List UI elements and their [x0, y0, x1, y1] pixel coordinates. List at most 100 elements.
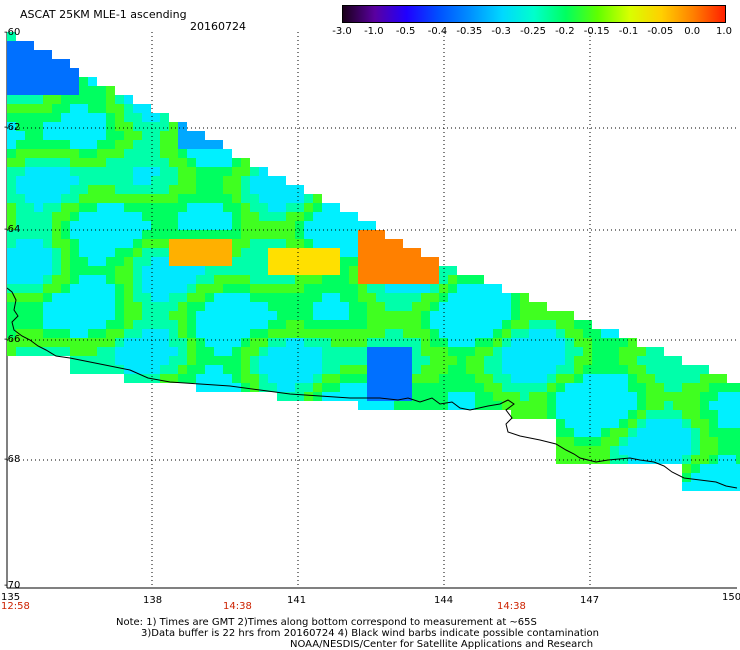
wind-cell: [565, 320, 574, 329]
wind-cell: [277, 239, 286, 248]
wind-cell: [349, 392, 358, 401]
wind-cell: [322, 230, 331, 239]
wind-cell: [124, 329, 133, 338]
wind-cell: [682, 410, 691, 419]
wind-cell: [115, 113, 124, 122]
wind-cell: [475, 338, 484, 347]
wind-cell: [214, 347, 223, 356]
wind-cell: [448, 266, 457, 275]
wind-cell: [538, 347, 547, 356]
wind-cell: [367, 275, 376, 284]
wind-cell: [142, 230, 151, 239]
wind-cell: [736, 446, 740, 455]
wind-cell: [250, 284, 259, 293]
wind-cell: [637, 446, 646, 455]
wind-cell: [70, 293, 79, 302]
wind-cell: [70, 113, 79, 122]
wind-cell: [106, 122, 115, 131]
wind-cell: [277, 185, 286, 194]
wind-cell: [205, 140, 214, 149]
wind-cell: [115, 104, 124, 113]
wind-cell: [115, 149, 124, 158]
wind-cell: [79, 365, 88, 374]
wind-cell: [160, 338, 169, 347]
wind-cell: [187, 203, 196, 212]
wind-cell: [259, 338, 268, 347]
wind-cell: [277, 266, 286, 275]
wind-cell: [88, 176, 97, 185]
wind-cell: [583, 320, 592, 329]
wind-cell: [106, 212, 115, 221]
wind-cell: [232, 185, 241, 194]
wind-cell: [511, 302, 520, 311]
wind-cell: [331, 383, 340, 392]
wind-cell: [466, 293, 475, 302]
wind-cell: [133, 194, 142, 203]
wind-cell: [106, 248, 115, 257]
wind-cell: [412, 365, 421, 374]
wind-cell: [493, 311, 502, 320]
wind-cell: [241, 338, 250, 347]
wind-cell: [277, 176, 286, 185]
wind-cell: [367, 392, 376, 401]
wind-cell: [43, 329, 52, 338]
wind-cell: [466, 392, 475, 401]
wind-cell: [178, 149, 187, 158]
wind-cell: [286, 356, 295, 365]
colorbar-tick-label: 0.0: [684, 26, 701, 37]
wind-cell: [268, 329, 277, 338]
wind-cell: [241, 275, 250, 284]
wind-cell: [133, 176, 142, 185]
wind-cell: [16, 221, 25, 230]
wind-cell: [124, 122, 133, 131]
wind-cell: [79, 77, 88, 86]
wind-cell: [178, 374, 187, 383]
wind-cell: [97, 311, 106, 320]
wind-cell: [475, 275, 484, 284]
wind-cell: [592, 446, 601, 455]
wind-cell: [142, 266, 151, 275]
wind-cell: [718, 482, 727, 491]
wind-cell: [88, 311, 97, 320]
wind-cell: [7, 302, 16, 311]
wind-cell: [331, 221, 340, 230]
wind-cell: [25, 284, 34, 293]
wind-cell: [223, 167, 232, 176]
wind-cell: [655, 410, 664, 419]
wind-cell: [646, 365, 655, 374]
wind-cell: [565, 419, 574, 428]
wind-cell: [133, 167, 142, 176]
colorbar-tick-label: -0.5: [395, 26, 416, 37]
wind-cell: [718, 374, 727, 383]
wind-cell: [142, 329, 151, 338]
wind-cell: [106, 302, 115, 311]
wind-cell: [133, 302, 142, 311]
wind-cell: [115, 221, 124, 230]
wind-cell: [475, 383, 484, 392]
wind-cell: [331, 311, 340, 320]
wind-cell: [457, 383, 466, 392]
colorbar-tick-label: -0.1: [618, 26, 639, 37]
wind-cell: [601, 419, 610, 428]
wind-cell: [736, 410, 740, 419]
wind-cell: [250, 230, 259, 239]
lon-label-135: 135: [1, 592, 21, 603]
wind-cell: [16, 77, 25, 86]
wind-cell: [70, 230, 79, 239]
wind-cell: [7, 158, 16, 167]
wind-cell: [205, 320, 214, 329]
wind-cell: [196, 239, 205, 248]
wind-cell: [646, 383, 655, 392]
wind-cell: [421, 302, 430, 311]
wind-cell: [16, 185, 25, 194]
wind-cell: [142, 122, 151, 131]
wind-cell: [16, 302, 25, 311]
wind-cell: [403, 293, 412, 302]
wind-cell: [142, 104, 151, 113]
wind-cell: [151, 275, 160, 284]
wind-cell: [34, 284, 43, 293]
wind-cell: [151, 356, 160, 365]
wind-cell: [511, 365, 520, 374]
wind-cell: [169, 347, 178, 356]
wind-cell: [43, 77, 52, 86]
